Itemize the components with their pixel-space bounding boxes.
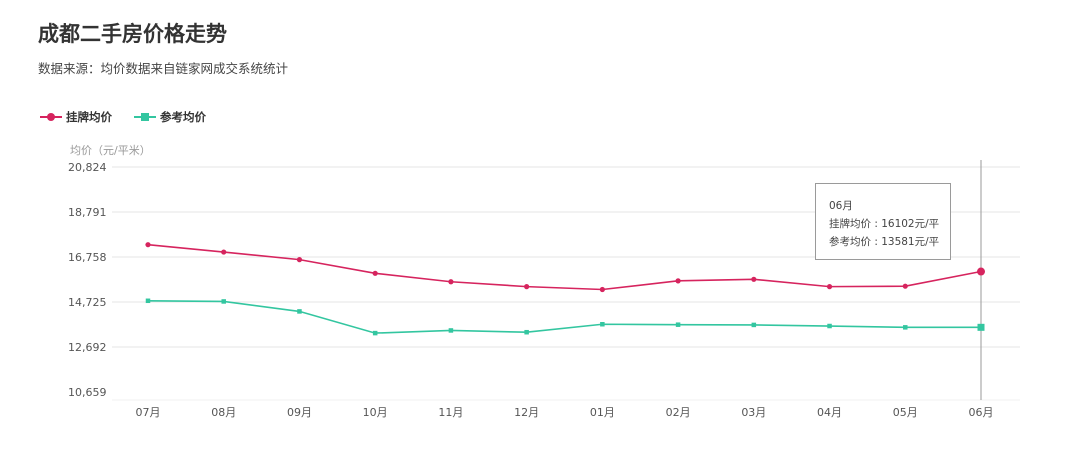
series-line-reference [147,299,982,334]
legend-item-reference[interactable]: 参考均价 [134,109,206,125]
tooltip: 06月 挂牌均价 : 16102元/平 参考均价 : 13581元/平 [815,183,951,260]
y-tick-label: 20,824 [68,161,107,174]
data-point-reference [221,299,226,304]
data-point-listing [751,276,757,282]
legend-item-listing[interactable]: 挂牌均价 [40,109,112,125]
x-tick-label: 07月 [136,406,161,419]
legend-label-reference: 参考均价 [160,110,206,124]
series-line-listing [147,243,982,291]
data-point-reference [297,309,302,314]
data-point-reference [524,329,529,335]
x-tick-label: 06月 [969,406,994,419]
legend-label-listing: 挂牌均价 [66,110,112,124]
data-point-listing [145,242,151,248]
data-point-reference [751,322,757,328]
data-point-reference [977,323,985,331]
x-tick-label: 05月 [893,406,918,419]
y-axis-label: 均价（元/平米） [70,144,151,157]
x-tick-label: 03月 [741,406,766,419]
tooltip-line-reference: 参考均价 : 13581元/平 [829,236,940,248]
x-tick-label: 02月 [666,406,691,419]
data-point-reference [903,325,908,330]
data-point-listing [977,267,985,276]
x-tick-label: 01月 [590,406,615,419]
data-point-listing [448,279,454,285]
data-point-reference [448,328,454,333]
data-point-reference [145,298,151,304]
x-tick-label: 11月 [438,406,463,419]
data-point-listing [675,278,681,284]
data-point-listing [296,257,303,263]
y-tick-label: 18,791 [68,206,107,219]
data-point-listing [826,284,833,290]
legend: 挂牌均价 参考均价 [40,109,206,125]
data-point-reference [675,322,681,327]
data-point-reference [827,323,832,329]
y-tick-label: 16,758 [68,251,107,264]
legend-marker-listing [40,113,62,121]
y-tick-label: 12,692 [68,341,107,354]
data-point-listing [524,284,530,290]
x-tick-label: 09月 [287,406,312,419]
data-point-reference [600,321,605,327]
chart-title: 成都二手房价格走势 [38,22,227,46]
x-tick-label: 08月 [211,406,236,419]
legend-marker-reference [134,113,156,121]
x-tick-label: 04月 [817,406,842,419]
chart-subtitle: 数据来源：均价数据来自链家网成交系统统计 [38,61,289,76]
x-tick-label: 10月 [363,406,388,419]
data-point-listing [902,283,908,289]
y-tick-label: 14,725 [68,296,107,309]
data-point-listing [372,270,378,276]
data-point-listing [221,249,227,255]
tooltip-line-listing: 挂牌均价 : 16102元/平 [829,218,940,230]
x-tick-label: 12月 [514,406,539,419]
data-point-listing [599,286,605,293]
data-point-reference [372,330,378,336]
tooltip-header: 06月 [829,200,853,212]
y-tick-label: 10,659 [68,386,107,399]
